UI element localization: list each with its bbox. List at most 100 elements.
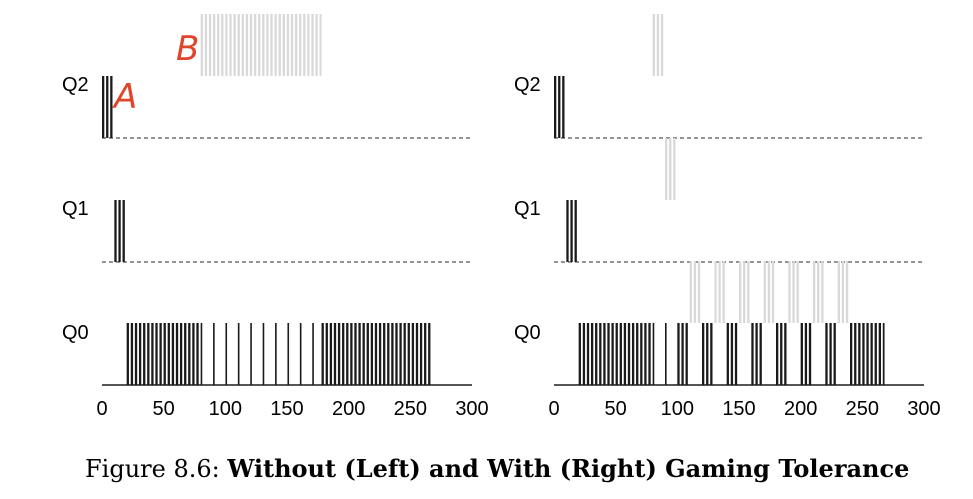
right-segment-job-a-q0-4-stripe <box>652 323 655 385</box>
right-segment-job-a-q0-15-stripe <box>776 323 779 385</box>
right-segment-job-a-q0-15-stripe <box>784 323 787 385</box>
left-segment-job-a-q0-5-stripe <box>387 323 390 385</box>
left-segment-job-a-q0-5-stripe <box>378 323 382 385</box>
left-segment-job-b-q2-3-stripe <box>290 14 294 76</box>
left-segment-job-a-q0-5-stripe <box>366 323 369 385</box>
left-segment-job-a-q0-5-stripe <box>342 323 345 385</box>
annotation-b: B <box>176 29 199 69</box>
right-segment-job-a-q0-2-stripe <box>607 323 610 385</box>
left-segment-job-a-q0-5-stripe <box>374 323 378 385</box>
right-segment-job-a-q0-19-stripe <box>825 323 828 385</box>
left-segment-job-a-q0-2-stripe <box>184 323 187 385</box>
left-segment-job-a-q0-4-stripe <box>275 323 277 385</box>
left-segment-job-b-q2-3-stripe <box>200 14 203 76</box>
right-segment-job-a-q0-19-stripe <box>829 323 832 385</box>
left-segment-job-b-q2-3-stripe <box>303 14 306 76</box>
left-segment-job-a-q0-5-stripe <box>358 323 361 385</box>
right-segment-job-a-q0-11-stripe <box>726 323 729 385</box>
right-segment-job-a-q0-2-stripe <box>590 323 594 385</box>
right-xtick-300: 300 <box>907 398 940 420</box>
left-xtick-250: 250 <box>394 398 427 420</box>
right-segment-job-a-q0-2-stripe <box>599 323 602 385</box>
left-segment-job-b-q2-3-stripe <box>229 14 232 76</box>
right-segment-job-b-q2-3-stripe <box>652 14 655 76</box>
right-segment-job-a-q0-9-stripe <box>706 323 709 385</box>
right-segment-job-b-q2-3-stripe <box>656 14 660 76</box>
right-xtick-250: 250 <box>846 398 879 420</box>
right-segment-job-b-q0-16-stripe <box>792 261 795 323</box>
right-segment-job-a-q0-2-stripe <box>586 323 590 385</box>
right-segment-job-a-q0-17-stripe <box>804 323 808 385</box>
left-segment-job-a-q0-5-stripe <box>399 323 402 385</box>
left-segment-job-a-q0-2-stripe <box>147 323 150 385</box>
right-xtick-150: 150 <box>722 398 755 420</box>
right-xtick-100: 100 <box>661 398 694 420</box>
left-queue-label-q1: Q1 <box>62 198 89 220</box>
right-segment-job-a-q0-2-stripe <box>627 323 631 385</box>
left-segment-job-b-q2-3-stripe <box>274 14 277 76</box>
left-queue-label-q0: Q0 <box>62 322 89 344</box>
left-segment-job-a-q0-2-stripe <box>155 323 158 385</box>
left-segment-job-a-q0-5-stripe <box>383 323 386 385</box>
left-segment-job-a-q0-5-stripe <box>333 323 337 385</box>
right-segment-job-a-q0-21-stripe <box>866 323 869 385</box>
left-segment-job-a-q0-5-stripe <box>424 323 427 385</box>
left-segment-job-a-q0-4-stripe <box>225 323 228 385</box>
right-segment-job-a-q2-0-stripe <box>554 76 557 138</box>
left-segment-job-a-q0-2-stripe <box>134 323 138 385</box>
left-segment-job-b-q2-3-stripe <box>299 14 302 76</box>
left-segment-job-b-q2-3-stripe <box>225 14 228 76</box>
left-segment-job-b-q2-3-stripe <box>262 14 265 76</box>
right-segment-job-a-q0-21-stripe <box>854 323 857 385</box>
right-segment-job-b-q0-14-stripe <box>763 261 766 323</box>
right-segment-job-b-q0-10-stripe <box>714 261 717 323</box>
left-segment-job-a-q0-2-stripe <box>143 323 146 385</box>
left-segment-job-a-q0-4-stripe <box>213 323 215 385</box>
right-segment-job-a-q0-7-stripe <box>685 323 688 385</box>
right-segment-job-a-q0-2-stripe <box>648 323 651 385</box>
left-segment-job-a-q0-5-stripe <box>325 323 328 385</box>
right-segment-job-a-q0-15-stripe <box>780 323 783 385</box>
left-segment-job-a-q0-5-stripe <box>407 323 410 385</box>
left-segment-job-b-q2-3-stripe <box>249 14 253 76</box>
left-segment-job-b-q2-3-stripe <box>311 14 314 76</box>
left-segment-job-a-q0-2-stripe <box>163 323 166 385</box>
left-segment-job-a-q0-2-stripe <box>167 323 170 385</box>
right-segment-job-b-q0-8-stripe <box>693 261 697 323</box>
right-segment-job-a-q0-2-stripe <box>611 323 614 385</box>
right-segment-job-a-q0-21-stripe <box>862 323 865 385</box>
right-segment-job-b-q0-20-stripe <box>845 261 849 323</box>
left-segment-job-a-q0-4-stripe <box>299 323 302 385</box>
left-segment-job-b-q2-3-stripe <box>270 14 273 76</box>
right-segment-job-a-q0-21-stripe <box>878 323 881 385</box>
right-segment-job-a-q1-1-stripe <box>574 200 577 262</box>
left-segment-job-a-q0-5-stripe <box>329 323 333 385</box>
left-segment-job-a-q0-5-stripe <box>415 323 419 385</box>
left-segment-job-a-q0-2-stripe <box>151 323 154 385</box>
left-segment-job-a-q1-1-stripe <box>122 200 125 262</box>
right-segment-job-b-q2-3-stripe <box>660 14 664 76</box>
left-xtick-0: 0 <box>96 398 107 420</box>
left-segment-job-a-q1-1-stripe <box>114 200 117 262</box>
left-segment-job-b-q2-3-stripe <box>278 14 281 76</box>
left-xtick-100: 100 <box>209 398 242 420</box>
right-xtick-50: 50 <box>605 398 627 420</box>
left-segment-job-a-q0-2-stripe <box>179 323 183 385</box>
left-segment-job-b-q2-3-stripe <box>266 14 269 76</box>
left-segment-job-a-q0-5-stripe <box>346 323 349 385</box>
right-segment-job-b-q0-16-stripe <box>796 261 799 323</box>
left-segment-job-a-q0-2-stripe <box>196 323 199 385</box>
right-segment-job-b-q1-5-stripe <box>669 138 672 200</box>
left-segment-job-b-q2-3-stripe <box>282 14 285 76</box>
right-segment-job-a-q0-11-stripe <box>730 323 734 385</box>
left-segment-job-b-q2-3-stripe <box>245 14 249 76</box>
left-xtick-300: 300 <box>455 398 488 420</box>
right-segment-job-a-q0-2-stripe <box>636 323 639 385</box>
left-segment-job-a-q0-5-stripe <box>370 323 374 385</box>
left-segment-job-a-q0-5-stripe <box>395 323 398 385</box>
left-segment-job-a-q2-0-stripe <box>106 76 109 138</box>
right-xtick-200: 200 <box>784 398 817 420</box>
right-segment-job-a-q0-7-stripe <box>681 323 684 385</box>
right-queue-label-q1: Q1 <box>514 198 541 220</box>
left-segment-job-a-q2-0-stripe <box>110 76 113 138</box>
